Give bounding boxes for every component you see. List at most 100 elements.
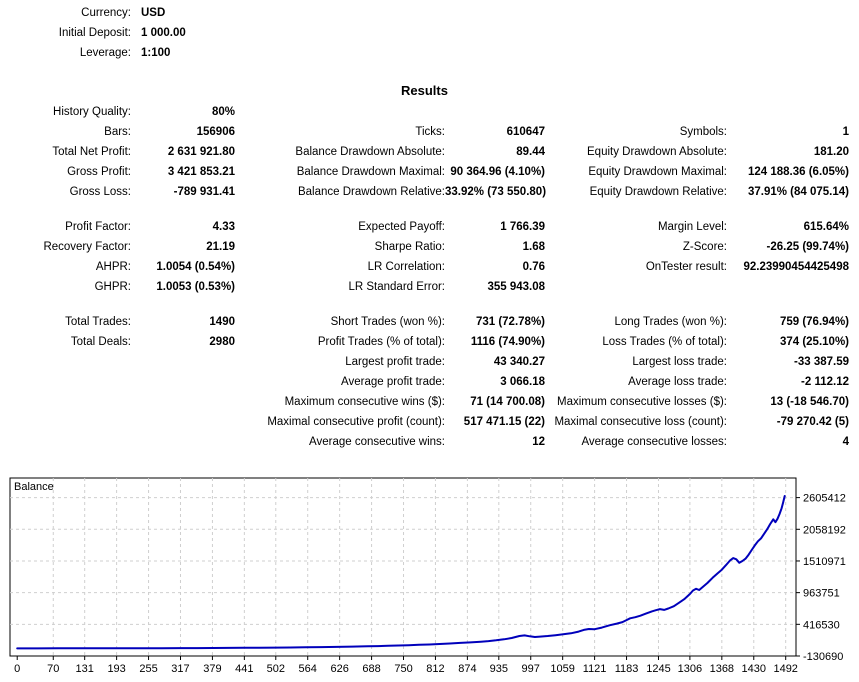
stat-value — [131, 392, 235, 412]
stat-value: 615.64% — [803, 221, 849, 233]
stat-label: Margin Level: — [657, 221, 727, 233]
x-axis-label: 1492 — [773, 663, 797, 675]
stat-label: Equity Drawdown Absolute: — [587, 146, 727, 158]
stat-value — [131, 372, 235, 392]
stat-value: 1490 — [209, 316, 235, 328]
stat-value: 3 066.18 — [500, 376, 545, 388]
stat-label: Maximum consecutive losses ($): — [557, 396, 727, 408]
stat-label: Maximal consecutive profit (count): — [267, 416, 445, 428]
x-axis-label: 502 — [267, 663, 285, 675]
currency-value: USD — [141, 7, 166, 19]
stat-value: 80% — [211, 106, 235, 118]
balance-chart: -130690 416530 963751 1510971 2058192 2605412… — [0, 470, 859, 682]
x-axis-label: 193 — [107, 663, 125, 675]
stat-value — [727, 102, 849, 122]
stat-label: Balance Drawdown Maximal: — [296, 166, 445, 178]
x-axis-label: 874 — [458, 663, 476, 675]
stat-label: Expected Payoff: — [358, 221, 445, 233]
stat-label: AHPR: — [95, 261, 131, 273]
stat-value: 1 — [842, 126, 849, 138]
stat-value: -26.25 (99.74%) — [766, 241, 849, 253]
stat-label: OnTester result: — [645, 261, 727, 273]
y-axis-label: 2058192 — [803, 524, 846, 536]
stat-label: Gross Loss: — [69, 186, 131, 198]
leverage-row: Leverage: 1:100 — [0, 43, 186, 63]
stat-label: Largest loss trade: — [632, 356, 727, 368]
stat-label — [545, 102, 727, 122]
stat-value: 33.92% (73 550.80) — [445, 186, 547, 198]
x-axis-label: 1245 — [646, 663, 670, 675]
stat-value: 355 943.08 — [487, 281, 545, 293]
stat-label: Balance Drawdown Absolute: — [295, 146, 445, 158]
x-axis-label: 0 — [14, 663, 20, 675]
plot-area — [9, 477, 797, 657]
stat-label: Short Trades (won %): — [330, 316, 445, 328]
y-axis-label: 963751 — [803, 588, 840, 600]
y-axis-label: 1510971 — [803, 556, 846, 568]
stat-label — [235, 102, 445, 122]
stat-label: Balance Drawdown Relative: — [297, 186, 445, 198]
stat-label — [0, 412, 131, 432]
stat-value — [727, 277, 849, 297]
stat-label: Bars: — [104, 126, 131, 138]
stat-label: Total Net Profit: — [52, 146, 131, 158]
balance-line — [16, 495, 786, 650]
initial-deposit-value: 1 000.00 — [141, 27, 186, 39]
stat-label: Total Trades: — [65, 316, 131, 328]
stat-value: 71 (14 700.08) — [470, 396, 545, 408]
stat-label: Equity Drawdown Maximal: — [588, 166, 727, 178]
x-axis-label: 1059 — [550, 663, 574, 675]
stat-value: 2 631 921.80 — [167, 146, 235, 158]
stat-value: 759 (76.94%) — [779, 316, 849, 328]
x-axis-label: 688 — [362, 663, 380, 675]
stat-label — [545, 277, 727, 297]
stat-value — [131, 432, 235, 452]
stat-value: 13 (-18 546.70) — [770, 396, 849, 408]
stat-label — [0, 432, 131, 452]
stat-value: 1.0053 (0.53%) — [156, 281, 235, 293]
stat-label: Recovery Factor: — [43, 241, 131, 253]
stat-value: 37.91% (84 075.14) — [747, 186, 849, 198]
stat-value: 1 766.39 — [500, 221, 545, 233]
stat-value: 2980 — [209, 336, 235, 348]
x-axis-label: 564 — [299, 663, 317, 675]
stat-label: Long Trades (won %): — [614, 316, 727, 328]
stat-label — [0, 372, 131, 392]
x-axis-label: 379 — [203, 663, 221, 675]
stat-value: 731 (72.78%) — [475, 316, 545, 328]
stat-label: Average loss trade: — [628, 376, 727, 388]
stat-value: 21.19 — [206, 241, 235, 253]
stat-value: -79 270.42 (5) — [776, 416, 849, 428]
stat-label: Average consecutive losses: — [581, 436, 727, 448]
stat-label: Symbols: — [679, 126, 727, 138]
leverage-label: Leverage: — [79, 47, 131, 59]
stat-value: 610647 — [506, 126, 545, 138]
stat-label: Maximal consecutive loss (count): — [554, 416, 727, 428]
stat-label: Gross Profit: — [67, 166, 131, 178]
stat-value: 89.44 — [516, 146, 545, 158]
chart-title: Balance — [14, 481, 54, 493]
x-axis-label: 1183 — [615, 663, 639, 675]
x-axis-label: 1306 — [678, 663, 702, 675]
stat-value: 90 364.96 (4.10%) — [450, 166, 545, 178]
currency-label: Currency: — [81, 7, 131, 19]
stat-value: 181.20 — [813, 146, 849, 158]
stat-label — [0, 392, 131, 412]
stat-label: Sharpe Ratio: — [374, 241, 445, 253]
stat-value: 124 188.36 (6.05%) — [747, 166, 849, 178]
spacer-row — [0, 297, 849, 312]
x-axis-label: 750 — [394, 663, 412, 675]
y-axis-label: 416530 — [803, 619, 840, 631]
currency-row: Currency: USD — [0, 3, 186, 23]
stat-label: Maximum consecutive wins ($): — [284, 396, 445, 408]
stat-value: 43 340.27 — [493, 356, 545, 368]
stat-label: LR Standard Error: — [348, 281, 445, 293]
stat-value: 156906 — [196, 126, 235, 138]
stat-value — [445, 102, 545, 122]
stat-label: Equity Drawdown Relative: — [589, 186, 727, 198]
stat-label: Largest profit trade: — [345, 356, 445, 368]
stat-value: -33 387.59 — [794, 356, 849, 368]
stat-label: History Quality: — [53, 106, 131, 118]
stat-value: 3 421 853.21 — [167, 166, 235, 178]
spacer-row — [0, 202, 849, 217]
